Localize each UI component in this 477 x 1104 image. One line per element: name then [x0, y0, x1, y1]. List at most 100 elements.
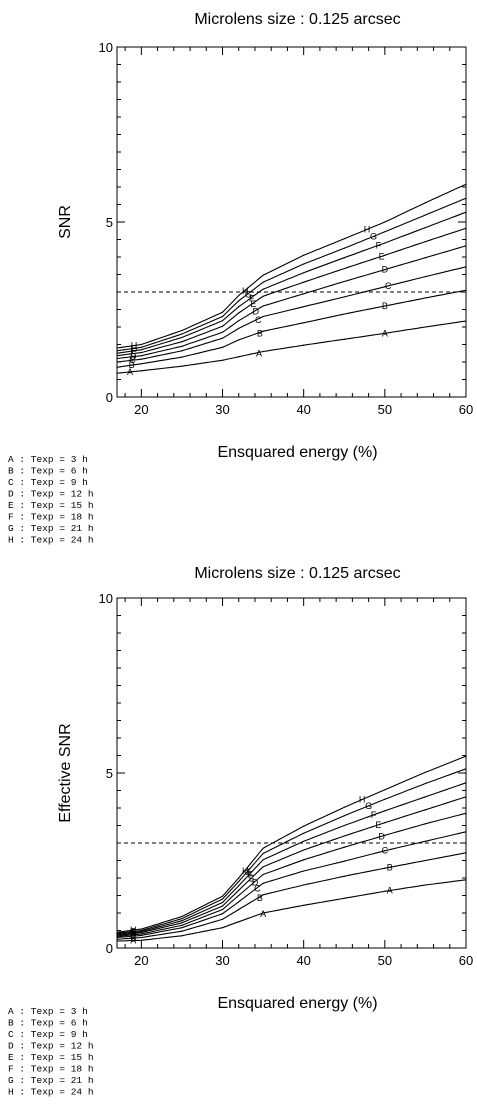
series-line-G — [116, 768, 467, 934]
plot-frame — [116, 597, 467, 949]
data-point-G — [303, 832, 305, 834]
legend-entry: C : Texp = 9 h — [8, 477, 88, 488]
data-point-C — [465, 266, 467, 268]
series-line-H — [116, 755, 467, 933]
data-point-H — [303, 254, 305, 256]
data-point-E — [424, 241, 427, 243]
legend-entry: C : Texp = 9 h — [8, 1029, 88, 1040]
data-point-H — [343, 238, 345, 240]
data-point-H — [465, 183, 467, 185]
data-point-G — [384, 798, 386, 800]
y-axis-label: Effective SNR — [57, 723, 74, 822]
data-point-A — [116, 940, 118, 942]
legend-entry: H : Texp = 24 h — [8, 535, 94, 546]
data-point-B — [181, 356, 183, 358]
data-point-D — [140, 933, 142, 935]
curve-label-C: C — [385, 281, 392, 291]
data-point-F — [116, 352, 118, 354]
curve-label-H: H — [242, 866, 249, 876]
legend-entry: B : Texp = 6 h — [8, 1018, 88, 1029]
data-point-G — [181, 918, 183, 920]
data-point-F — [384, 810, 386, 812]
curve-label-B: B — [129, 360, 135, 370]
data-point-E — [238, 889, 240, 891]
data-point-E — [303, 849, 305, 851]
data-point-C — [238, 327, 240, 329]
data-point-B — [262, 894, 264, 896]
curve-label-B: B — [387, 862, 393, 872]
data-point-B — [116, 938, 118, 940]
data-point-B — [116, 366, 118, 368]
data-point-D — [424, 823, 427, 825]
data-point-C — [343, 860, 345, 862]
data-point-D — [303, 293, 305, 295]
curve-label-A: A — [130, 936, 136, 946]
data-point-D — [384, 834, 386, 836]
data-point-B — [343, 875, 345, 877]
y-tick-label: 0 — [106, 390, 113, 405]
series-line-A — [116, 879, 467, 942]
legend-entry: G : Texp = 21 h — [8, 1075, 94, 1086]
data-point-A — [140, 370, 142, 372]
data-point-A — [262, 350, 264, 353]
series-line-C — [116, 831, 467, 939]
series-line-F — [116, 211, 467, 354]
data-point-D — [116, 357, 118, 360]
data-point-D — [384, 269, 386, 271]
curve-label-F: F — [371, 810, 377, 820]
series-line-E — [116, 227, 467, 357]
data-point-H — [221, 311, 224, 313]
data-point-F — [343, 824, 345, 827]
data-point-B — [181, 930, 183, 932]
x-tick-label: 50 — [378, 953, 392, 968]
data-point-F — [116, 933, 118, 935]
data-point-A — [238, 921, 240, 923]
data-point-A — [238, 356, 240, 358]
data-point-B — [140, 936, 142, 939]
data-point-A — [181, 365, 183, 367]
data-point-B — [465, 289, 467, 291]
curve-label-E: E — [249, 874, 255, 884]
x-tick-label: 60 — [459, 402, 473, 417]
data-point-H — [424, 771, 427, 773]
chart-title: Microlens size : 0.125 arcsec — [194, 565, 400, 582]
data-point-A — [116, 372, 118, 374]
y-tick-label: 5 — [106, 766, 113, 781]
y-tick-label: 10 — [99, 40, 113, 55]
data-point-C — [343, 296, 345, 298]
curve-label-F: F — [130, 927, 136, 937]
data-point-G — [140, 346, 142, 348]
data-point-F — [384, 242, 386, 244]
data-point-H — [221, 895, 224, 897]
series-line-G — [116, 197, 467, 352]
series-line-A — [116, 320, 467, 374]
data-point-B — [238, 908, 240, 911]
data-point-C — [221, 337, 224, 339]
plot-frame — [116, 46, 467, 398]
data-point-F — [238, 306, 240, 308]
curve-label-H: H — [364, 224, 371, 234]
data-point-H — [140, 928, 142, 930]
data-point-H — [303, 825, 305, 827]
series-line-F — [116, 782, 467, 935]
data-point-H — [181, 915, 183, 918]
data-point-A — [465, 879, 467, 881]
data-point-D — [181, 345, 183, 347]
data-point-B — [424, 297, 427, 299]
curve-label-E: E — [130, 929, 136, 939]
data-point-F — [343, 257, 345, 259]
data-point-C — [221, 913, 224, 915]
data-point-F — [465, 782, 467, 784]
curve-label-D: D — [130, 930, 137, 940]
curve-label-C: C — [254, 884, 261, 894]
data-point-H — [384, 221, 386, 223]
data-point-B — [140, 363, 142, 365]
data-point-D — [465, 245, 467, 247]
data-point-F — [140, 349, 142, 351]
curve-label-A: A — [127, 367, 133, 377]
series-line-D — [116, 812, 467, 938]
x-axis-label: Ensquared energy (%) — [217, 995, 377, 1012]
chart-title: Microlens size : 0.125 arcsec — [194, 11, 400, 28]
data-point-E — [221, 905, 224, 907]
